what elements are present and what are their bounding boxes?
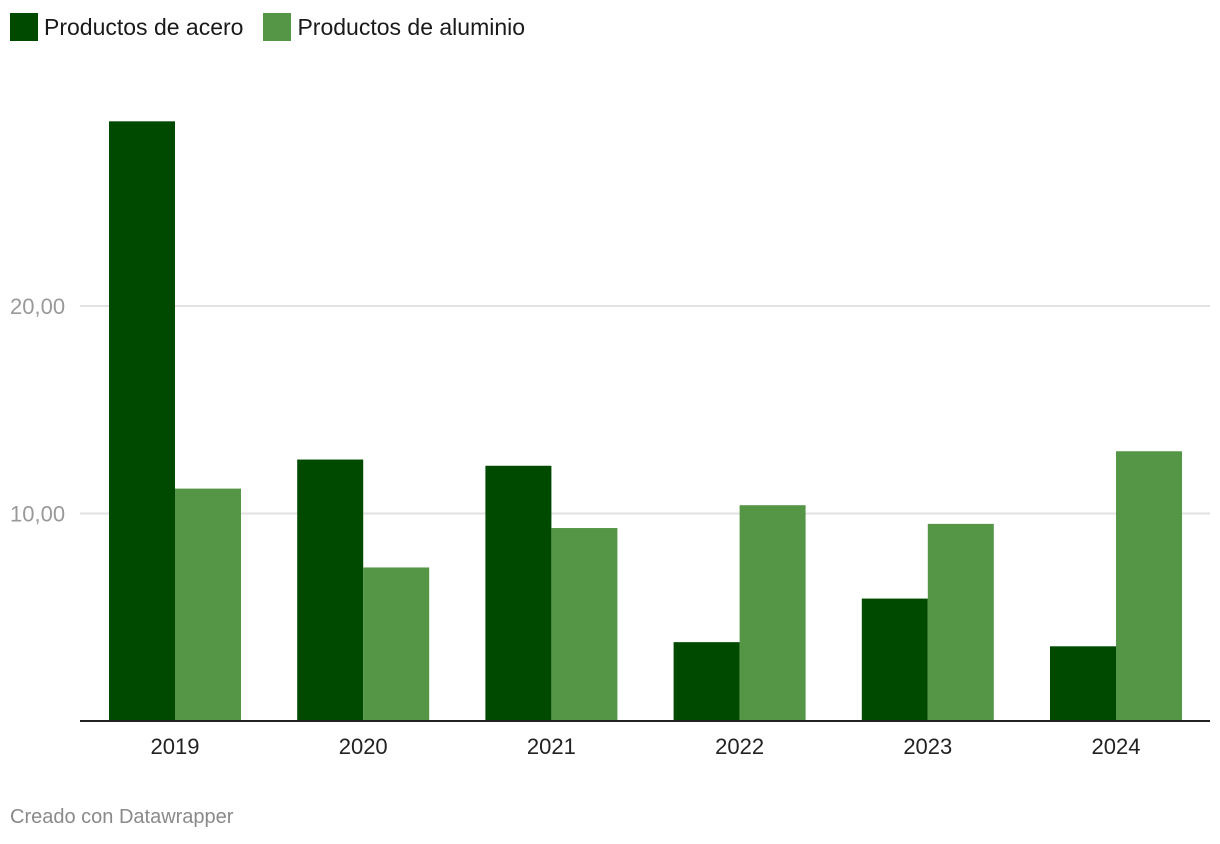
legend-item-aluminum: Productos de aluminio [263, 13, 525, 41]
x-tick-label: 2023 [903, 734, 952, 759]
bar-steel-2022 [673, 642, 740, 721]
x-tick-label: 2020 [339, 734, 388, 759]
bar-aluminum-2020 [363, 567, 430, 721]
x-tick-label: 2022 [715, 734, 764, 759]
bar-aluminum-2021 [551, 528, 618, 721]
bar-aluminum-2019 [175, 488, 241, 721]
legend-swatch-aluminum [263, 13, 292, 41]
bar-chart: 10,00 20,00 2019 2020 2021 2022 2023 2024 [10, 121, 1210, 759]
bar-steel-2023 [861, 598, 928, 721]
x-tick-label: 2021 [527, 734, 576, 759]
legend-swatch-steel [10, 13, 38, 41]
bar-aluminum-2023 [927, 523, 994, 721]
grid-lines: 10,00 20,00 [10, 294, 1210, 527]
bar-steel-2020 [297, 459, 364, 721]
chart-legend: Productos de acero Productos de aluminio [10, 12, 525, 42]
bars [109, 121, 1182, 721]
x-tick-label: 2019 [151, 734, 200, 759]
bar-aluminum-2022 [739, 505, 806, 721]
bar-steel-2021 [485, 465, 552, 721]
x-tick-label: 2024 [1092, 734, 1141, 759]
legend-label-steel: Productos de acero [44, 13, 244, 40]
bar-steel-2024 [1050, 646, 1116, 721]
legend-item-steel: Productos de acero [10, 13, 243, 41]
y-tick-label: 20,00 [10, 294, 65, 319]
x-axis-labels: 2019 2020 2021 2022 2023 2024 [151, 734, 1141, 759]
y-tick-label: 10,00 [10, 502, 65, 527]
footer-credit: Creado con Datawrapper [10, 806, 234, 828]
legend-label-aluminum: Productos de aluminio [297, 13, 526, 40]
bar-steel-2019 [109, 121, 175, 721]
bar-aluminum-2024 [1116, 451, 1182, 721]
